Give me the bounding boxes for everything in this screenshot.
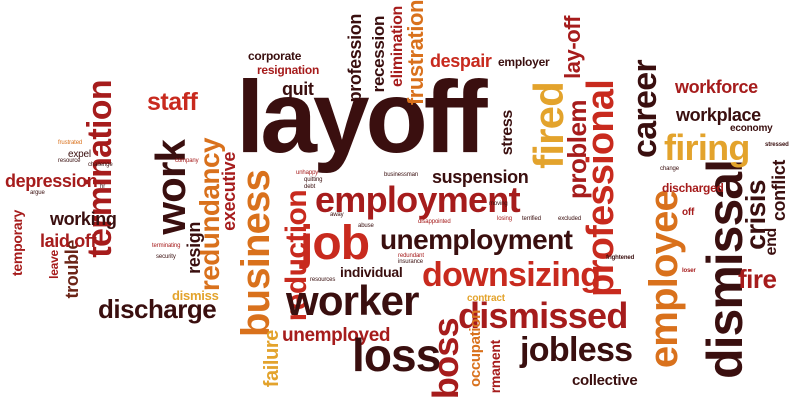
word-resources: resources (310, 277, 336, 283)
word-losing: losing (497, 216, 512, 222)
word-permanent: rmanent (487, 340, 503, 394)
word-occupation: occupation (467, 310, 484, 388)
word-profession: profession (345, 14, 365, 103)
word-loss: loss (352, 329, 441, 381)
word-employee: employee (642, 190, 686, 369)
word-employer: employer (498, 55, 550, 69)
word-staff: staff (147, 88, 198, 116)
word-career: career (626, 60, 664, 159)
word-unhappy: unhappy (296, 170, 319, 176)
word-discharge: discharge (98, 294, 217, 324)
word-excluded: excluded (558, 216, 582, 222)
word-downsizing: downsizing (422, 256, 601, 294)
word-argue: argue (30, 190, 45, 196)
word-temporary: temporary (9, 210, 25, 276)
word-stress: stress (499, 110, 516, 156)
word-working: working (50, 209, 117, 229)
word-contract: contract (467, 293, 505, 304)
word-professional: professional (580, 80, 622, 297)
word-company: company (175, 158, 199, 164)
word-fire: fire (738, 264, 777, 294)
word-resign: resign (184, 222, 204, 274)
word-dismissed: dismissed (458, 295, 628, 336)
word-boss: boss (425, 318, 466, 400)
word-challenge: challenge (88, 162, 113, 168)
word-corporate: corporate (248, 49, 302, 63)
word-loser: loser (682, 268, 696, 274)
word-economy: economy (730, 123, 773, 134)
word-stressed: stressed (765, 142, 789, 148)
word-lay-off: lay-off (560, 16, 585, 79)
word-depression: depression (5, 171, 98, 191)
word-debt: debt (304, 184, 316, 190)
word-dismiss: dismiss (172, 288, 219, 303)
word-unemployment: unemployment (380, 224, 573, 255)
word-resource: resource (58, 158, 81, 164)
word-quit: quit (282, 79, 314, 99)
word-firing: firing (664, 127, 750, 168)
word-frightened: frightened (606, 255, 635, 261)
word-quitting: quitting (304, 177, 323, 183)
word-laid-off: laid off (40, 231, 97, 251)
word-collective: collective (572, 372, 638, 389)
word-work: work (147, 140, 194, 235)
word-despair: despair (430, 51, 492, 71)
word-individual: individual (340, 264, 403, 280)
word-business: business (234, 170, 278, 337)
word-employment: employment (315, 179, 521, 220)
word-businessman: businessman (384, 172, 419, 178)
word-layoff: layoff (236, 60, 488, 174)
word-terrified: terrified (522, 216, 541, 222)
word-workplace: workplace (676, 105, 761, 125)
word-abuse: abuse (358, 223, 374, 229)
word-frustrated: frustrated (58, 140, 83, 146)
word-redundant: redundant (398, 253, 424, 259)
word-discharged: discharged (662, 181, 724, 195)
word-worker: worker (286, 277, 420, 324)
word-conflict: conflict (769, 160, 789, 222)
word-end: end (763, 228, 780, 256)
word-leave: leave (47, 250, 61, 279)
word-away: away (330, 212, 344, 218)
word-change: change (660, 166, 679, 172)
word-frustration: frustration (403, 0, 428, 106)
word-off: off (682, 207, 695, 218)
word-insurance: insurance (398, 259, 423, 265)
word-job: job (300, 217, 370, 270)
word-disappointed: disappointed (418, 219, 451, 225)
word-security: security (156, 254, 176, 260)
word-terminating: terminating (152, 243, 181, 249)
word-recession: recession (369, 16, 388, 93)
word-hr: hr (100, 184, 106, 190)
word-workforce: workforce (675, 77, 758, 97)
word-jobless: jobless (520, 331, 633, 369)
word-resignation: resignation (257, 63, 320, 77)
word-unemployed: unemployed (282, 325, 391, 346)
word-moving: moving (489, 201, 508, 207)
word-failure: failure (261, 330, 283, 388)
word-expel: expel (68, 149, 91, 160)
word-suspension: suspension (432, 167, 529, 187)
